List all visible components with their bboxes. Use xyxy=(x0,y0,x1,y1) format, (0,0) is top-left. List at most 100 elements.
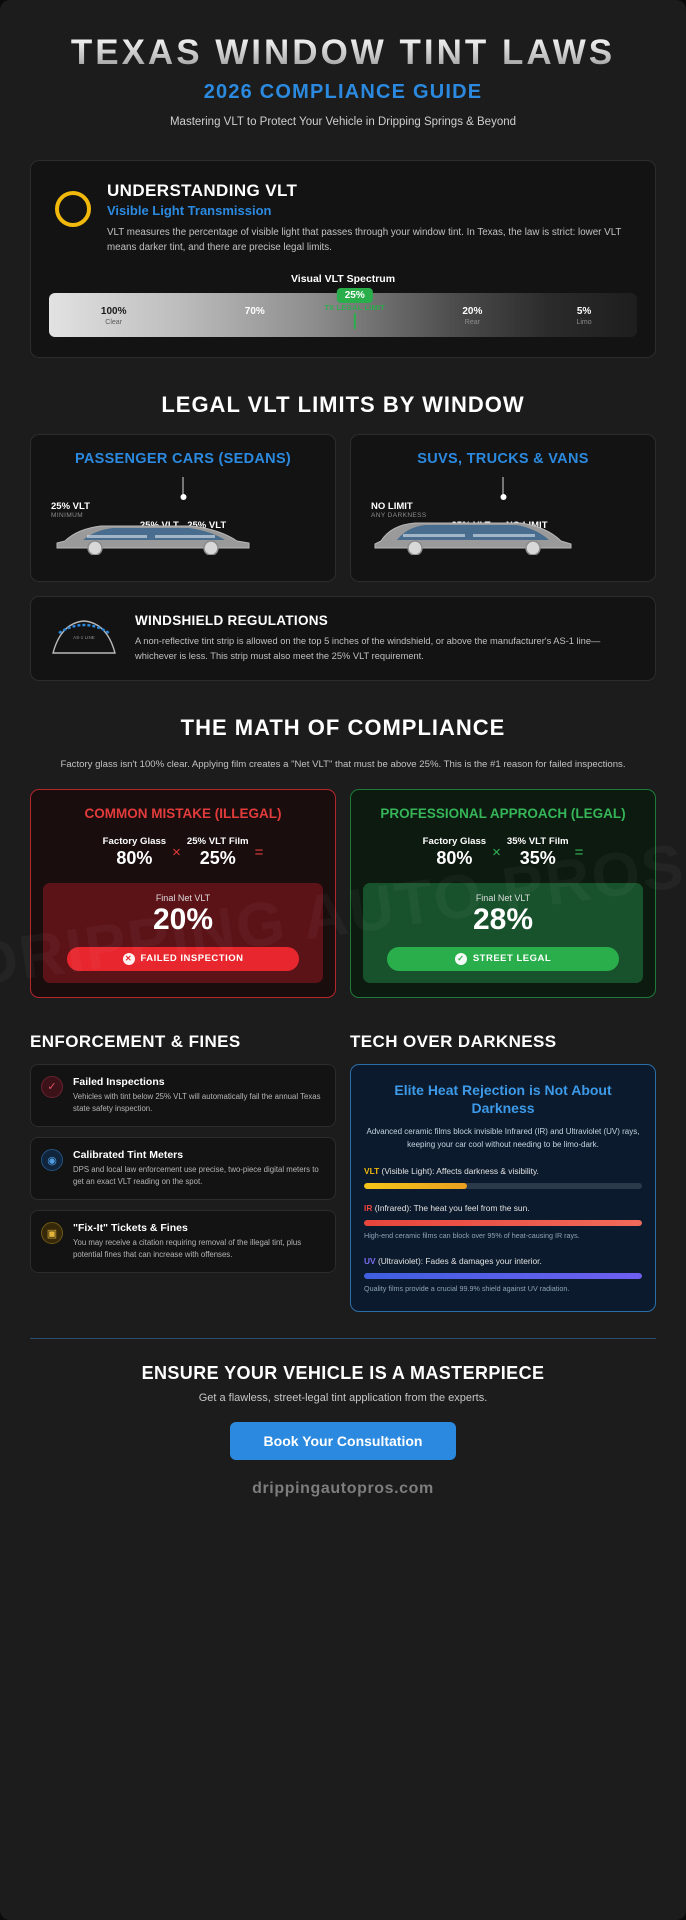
spec-label: UV (Ultraviolet): Fades & damages your i… xyxy=(364,1255,642,1267)
footer-divider xyxy=(30,1338,656,1340)
factor-label: 35% VLT Film xyxy=(506,836,569,848)
enforcement-item-title: "Fix-It" Tickets & Fines xyxy=(73,1222,188,1235)
spectrum-value: 5% xyxy=(576,306,592,318)
net-label: Final Net VLT xyxy=(155,893,211,904)
tech-body: Advanced ceramic films block invisible I… xyxy=(366,1127,640,1150)
enforcement-item-title: Failed Inspections xyxy=(73,1075,165,1088)
net-label: Final Net VLT xyxy=(475,893,531,904)
understanding-vlt-card: UNDERSTANDING VLT Visible Light Transmis… xyxy=(30,160,656,359)
spec-row-uv: UV (Ultraviolet): Fades & damages your i… xyxy=(364,1255,642,1295)
factor-value: 35% xyxy=(519,848,556,869)
spec-note: High-end ceramic films can block over 95… xyxy=(364,1231,580,1241)
spec-row-ir: IR (Infrared): The heat you feel from th… xyxy=(364,1202,642,1242)
enforcement-item-body: You may receive a citation requiring rem… xyxy=(73,1238,302,1260)
math-card-title: COMMON MISTAKE (ILLEGAL) xyxy=(84,805,282,821)
spectrum-mark-5: 5% Limo xyxy=(576,293,591,326)
equals-icon: = xyxy=(254,844,264,862)
factor-2: 35% VLT Film 35% xyxy=(507,836,569,869)
net-value: 28% xyxy=(472,903,534,937)
page-title: TEXAS WINDOW TINT LAWS xyxy=(26,34,660,71)
status-text: STREET LEGAL xyxy=(472,953,552,965)
front-value: NO LIMIT xyxy=(371,501,413,513)
x-circle-icon: ✕ xyxy=(122,952,135,965)
status-badge-failed: ✕ FAILED INSPECTION xyxy=(66,946,300,971)
pointer-arrow-icon xyxy=(180,477,186,501)
status-badge-legal: ✓ STREET LEGAL xyxy=(386,946,620,971)
enforcement-item-body: Vehicles with tint below 25% VLT will au… xyxy=(73,1091,321,1113)
spec-text: (Ultraviolet): Fades & damages your inte… xyxy=(377,1256,542,1267)
clipboard-check-icon: ✓ xyxy=(41,1075,63,1098)
spectrum-title: Visual VLT Spectrum xyxy=(290,273,396,286)
page-tagline: Mastering VLT to Protect Your Vehicle in… xyxy=(169,116,517,129)
vlt-spectrum: 100% Clear 70% 25% TX LEGAL LIMIT 20% Re… xyxy=(49,288,637,338)
sedan-front-label: 25% VLT MINIMUM xyxy=(51,501,90,519)
multiply-icon: × xyxy=(172,844,181,862)
math-row: COMMON MISTAKE (ILLEGAL) Factory Glass 8… xyxy=(30,788,656,998)
spec-tag: IR xyxy=(364,1203,373,1214)
enforcement-item: ✓ Failed Inspections Vehicles with tint … xyxy=(30,1063,336,1128)
math-section-title: THE MATH OF COMPLIANCE xyxy=(180,715,506,741)
windshield-icon: AS-1 LINE xyxy=(52,620,116,655)
legal-limit-badge: 25% xyxy=(336,288,373,304)
spec-tag: UV xyxy=(364,1256,376,1267)
net-vlt-result: Final Net VLT 28% ✓ STREET LEGAL xyxy=(363,883,643,983)
spectrum-mark-70: 70% xyxy=(245,293,265,319)
factor-1: Factory Glass 80% xyxy=(423,836,486,869)
footer-subheading: Get a flawless, street-legal tint applic… xyxy=(198,1392,488,1405)
sedan-icon xyxy=(56,525,250,556)
math-card-legal: PROFESSIONAL APPROACH (LEGAL) Factory Gl… xyxy=(350,788,656,998)
vlt-body: VLT measures the percentage of visible l… xyxy=(107,227,622,254)
factor-value: 25% xyxy=(199,848,236,869)
net-vlt-result: Final Net VLT 20% ✕ FAILED INSPECTION xyxy=(43,883,323,983)
spec-tag: VLT xyxy=(364,1165,380,1176)
front-label: MINIMUM xyxy=(51,512,84,520)
equals-icon: = xyxy=(574,844,584,862)
factor-label: Factory Glass xyxy=(422,836,487,848)
spectrum-label: Rear xyxy=(464,319,480,327)
spec-bar-vlt xyxy=(364,1183,642,1190)
suv-diagram: NO LIMIT ANY DARKNESS 25% VLT MINIMUM NO… xyxy=(363,477,643,557)
factor-label: 25% VLT Film xyxy=(186,836,249,848)
footer-url: drippingautopros.com xyxy=(252,1480,434,1498)
limits-row: PASSENGER CARS (SEDANS) 25% VLT MINIMUM … xyxy=(30,434,656,583)
tech-column: TECH OVER DARKNESS Elite Heat Rejection … xyxy=(350,1031,656,1313)
factor-value: 80% xyxy=(436,848,473,869)
as1-line-label: AS-1 LINE xyxy=(73,635,95,640)
spec-text: (Infrared): The heat you feel from the s… xyxy=(374,1203,530,1214)
front-value: 25% VLT xyxy=(51,501,90,513)
math-intro: Factory glass isn't 100% clear. Applying… xyxy=(60,759,626,771)
legal-limit-caption: TX LEGAL LIMIT xyxy=(324,305,385,313)
limits-section-title: LEGAL VLT LIMITS BY WINDOW xyxy=(161,392,525,418)
spec-bar-ir xyxy=(364,1220,642,1227)
multiply-icon: × xyxy=(492,844,501,862)
net-value: 20% xyxy=(152,903,214,937)
tech-card: Elite Heat Rejection is Not About Darkne… xyxy=(350,1063,656,1313)
enforcement-item: ▣ "Fix-It" Tickets & Fines You may recei… xyxy=(30,1210,336,1274)
front-label: ANY DARKNESS xyxy=(371,512,427,520)
windshield-body: A non-reflective tint strip is allowed o… xyxy=(135,636,601,662)
meter-icon: ◉ xyxy=(41,1149,63,1172)
spec-label: VLT (Visible Light): Affects darkness & … xyxy=(364,1165,642,1177)
factor-2: 25% VLT Film 25% xyxy=(187,836,249,869)
vlt-subheading: Visible Light Transmission xyxy=(107,203,272,219)
tx-legal-limit-marker: 25% TX LEGAL LIMIT xyxy=(324,285,385,330)
book-consultation-button[interactable]: Book Your Consultation xyxy=(229,1422,457,1461)
spectrum-mark-20: 20% Rear xyxy=(462,293,482,326)
math-card-title: PROFESSIONAL APPROACH (LEGAL) xyxy=(380,805,626,821)
enforcement-item-title: Calibrated Tint Meters xyxy=(73,1149,184,1162)
suv-front-label: NO LIMIT ANY DARKNESS xyxy=(371,501,427,519)
spec-row-vlt: VLT (Visible Light): Affects darkness & … xyxy=(364,1165,642,1190)
tech-heading: Elite Heat Rejection is Not About Darkne… xyxy=(394,1081,612,1117)
rear-value: 25% VLT xyxy=(187,520,227,532)
tech-section-title: TECH OVER DARKNESS xyxy=(350,1031,557,1051)
header: TEXAS WINDOW TINT LAWS 2026 COMPLIANCE G… xyxy=(0,0,686,132)
limits-card-sedans: PASSENGER CARS (SEDANS) 25% VLT MINIMUM … xyxy=(30,434,336,583)
enforcement-item-body: DPS and local law enforcement use precis… xyxy=(73,1165,319,1187)
check-circle-icon: ✓ xyxy=(454,952,467,965)
enforcement-section-title: ENFORCEMENT & FINES xyxy=(30,1031,241,1051)
spectrum-label: Limo xyxy=(576,319,592,327)
spectrum-value: 20% xyxy=(462,306,483,318)
spec-bar-uv xyxy=(364,1273,642,1280)
factor-value: 80% xyxy=(116,848,153,869)
